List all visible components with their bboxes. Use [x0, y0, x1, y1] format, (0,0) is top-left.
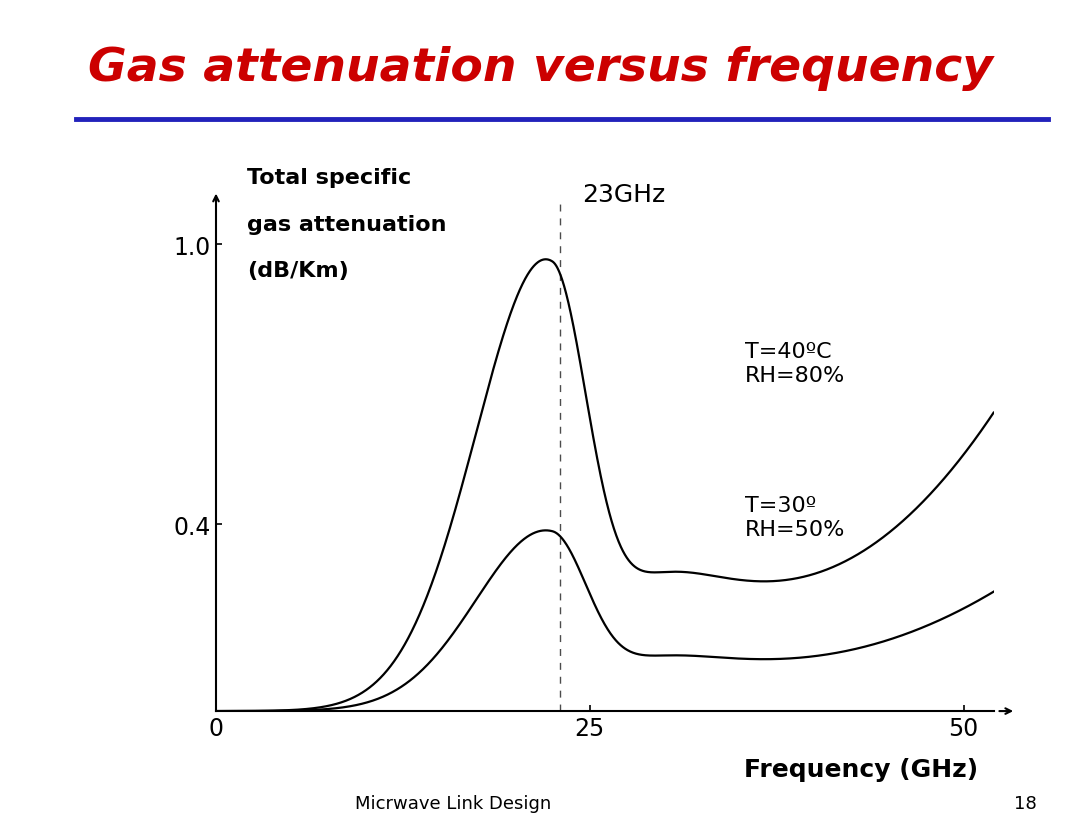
Text: Gas attenuation versus frequency: Gas attenuation versus frequency [87, 45, 993, 90]
Text: T=30º
RH=50%: T=30º RH=50% [745, 496, 846, 539]
Text: gas attenuation: gas attenuation [247, 214, 447, 234]
Text: Micrwave Link Design: Micrwave Link Design [355, 794, 552, 812]
Text: 23GHz: 23GHz [582, 183, 665, 207]
Text: T=40ºC
RH=80%: T=40ºC RH=80% [745, 342, 845, 385]
Text: (dB/Km): (dB/Km) [247, 261, 349, 280]
Text: Total specific: Total specific [247, 168, 411, 189]
Text: 18: 18 [1014, 794, 1037, 812]
Text: Frequency (GHz): Frequency (GHz) [744, 758, 978, 782]
